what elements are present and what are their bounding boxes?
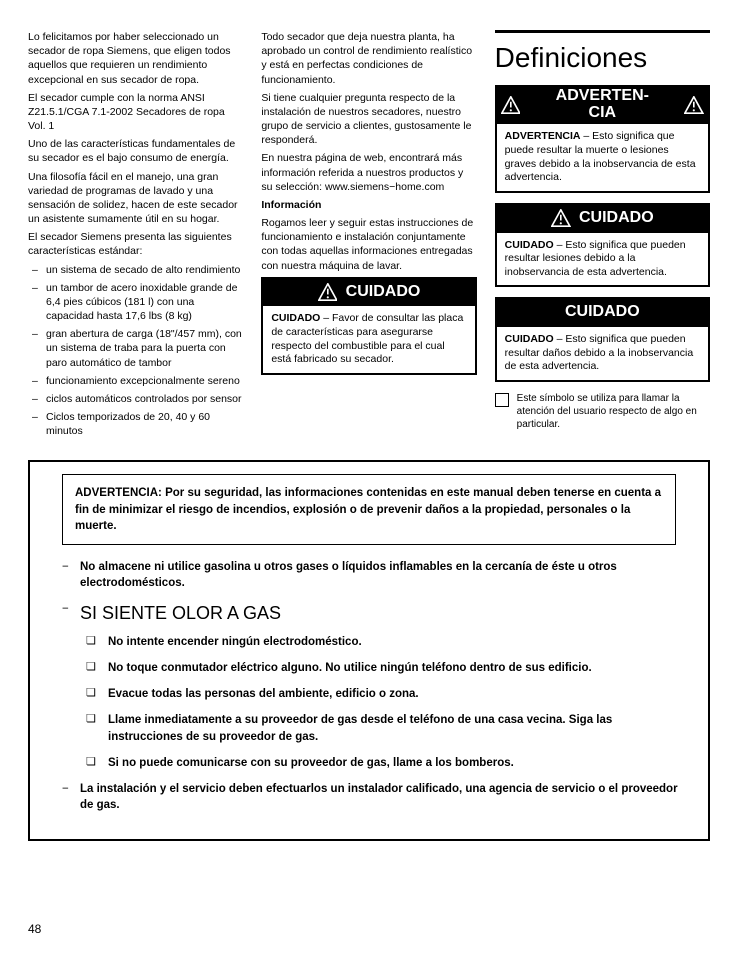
cuidado1-header: CUIDADO — [495, 203, 710, 233]
sub-item: Si no puede comunicarse con su proveedor… — [80, 755, 688, 771]
sub-item: Evacue todas las personas del ambiente, … — [80, 686, 688, 702]
feature-item: un sistema de secado de alto rendimiento — [28, 263, 243, 277]
cuidado2-box: CUIDADO – Esto significa que pueden resu… — [495, 327, 710, 382]
intro-p5: El secador Siemens presenta las siguient… — [28, 230, 243, 258]
col2-p3: En nuestra página de web, encontrará más… — [261, 151, 476, 194]
intro-p4: Una filosofía fácil en el manejo, una gr… — [28, 170, 243, 227]
checkbox-text: Este símbolo se utiliza para llamar la a… — [517, 392, 710, 431]
col2-p4: Rogamos leer y seguir estas instruccione… — [261, 216, 476, 273]
feature-item: un tambor de acero inoxidable grande de … — [28, 281, 243, 324]
cuidado2-title: CUIDADO — [565, 303, 640, 320]
advertencia-box: ADVERTENCIA – Esto significa que puede r… — [495, 124, 710, 193]
col2-p1: Todo secador que deja nuestra planta, ha… — [261, 30, 476, 87]
cuidado-box: CUIDADO – Favor de consultar las placa d… — [261, 306, 476, 375]
top-columns: Lo felicitamos por haber seleccionado un… — [28, 30, 710, 442]
cuidado-label: CUIDADO — [271, 312, 320, 324]
advertencia-title: ADVERTEN-CIA — [556, 88, 649, 122]
advertencia-header: ADVERTEN-CIA — [495, 85, 710, 125]
inner-warning: ADVERTENCIA: Por su seguridad, las infor… — [62, 474, 676, 544]
feature-item: gran abertura de carga (18"/457 mm), con… — [28, 327, 243, 370]
column-2: Todo secador que deja nuestra planta, ha… — [261, 30, 476, 442]
advertencia-label: ADVERTENCIA — [505, 130, 581, 142]
feature-item: funcionamiento excepcionalmente sereno — [28, 374, 243, 388]
cuidado2-label: CUIDADO — [505, 333, 554, 345]
checkbox-note: Este símbolo se utiliza para llamar la a… — [495, 392, 710, 431]
cuidado1-title: CUIDADO — [579, 207, 654, 229]
sub-item: Llame inmediatamente a su proveedor de g… — [80, 712, 688, 744]
page-number: 48 — [28, 922, 41, 936]
intro-p2: El secador cumple con la norma ANSI Z21.… — [28, 91, 243, 134]
cuidado2-header: CUIDADO — [495, 297, 710, 327]
col2-p2: Si tiene cualquier pregunta respecto de … — [261, 91, 476, 148]
main-warning-box: ADVERTENCIA: Por su seguridad, las infor… — [28, 460, 710, 840]
info-heading: Información — [261, 198, 476, 212]
sub-item: No toque conmutador eléctrico alguno. No… — [80, 660, 688, 676]
main-warning-list: No almacene ni utilice gasolina u otros … — [50, 559, 688, 813]
column-3: Definiciones ADVERTEN-CIA ADVERTENCIA – … — [495, 30, 710, 442]
gas-section: SI SIENTE OLOR A GAS No intente encender… — [50, 601, 688, 771]
main-item: No almacene ni utilice gasolina u otros … — [50, 559, 688, 591]
intro-p1: Lo felicitamos por haber seleccionado un… — [28, 30, 243, 87]
warning-triangle-icon — [551, 209, 571, 227]
cuidado1-label: CUIDADO — [505, 239, 554, 251]
checkbox-icon — [495, 393, 509, 407]
definiciones-title: Definiciones — [495, 30, 710, 77]
warning-triangle-icon — [501, 96, 521, 114]
feature-item: ciclos automáticos controlados por senso… — [28, 392, 243, 406]
gas-sublist: No intente encender ningún electrodomést… — [80, 634, 688, 771]
cuidado-title: CUIDADO — [346, 281, 421, 303]
sub-item: No intente encender ningún electrodomést… — [80, 634, 688, 650]
warning-triangle-icon — [318, 283, 338, 301]
intro-p3: Uno de las características fundamentales… — [28, 137, 243, 165]
main-item: La instalación y el servicio deben efect… — [50, 781, 688, 813]
feature-item: Ciclos temporizados de 20, 40 y 60 minut… — [28, 410, 243, 438]
column-1: Lo felicitamos por haber seleccionado un… — [28, 30, 243, 442]
feature-list: un sistema de secado de alto rendimiento… — [28, 263, 243, 439]
gas-heading: SI SIENTE OLOR A GAS — [80, 601, 688, 626]
warning-triangle-icon — [684, 96, 704, 114]
cuidado1-box: CUIDADO – Esto significa que pueden resu… — [495, 233, 710, 288]
cuidado-header: CUIDADO — [261, 277, 476, 307]
